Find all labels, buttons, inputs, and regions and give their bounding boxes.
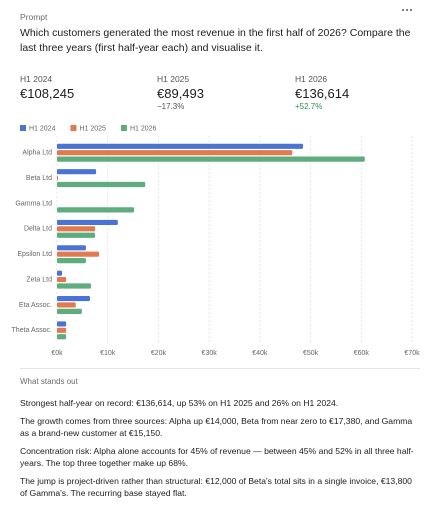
x-tick-label: €60k xyxy=(354,350,370,357)
y-tick-label: Beta Ltd xyxy=(26,175,52,182)
bar xyxy=(57,276,67,283)
bar xyxy=(57,226,96,232)
y-tick-label: Zeta Ltd xyxy=(26,276,52,283)
x-tick-label: €30k xyxy=(202,350,218,357)
bar xyxy=(57,245,86,251)
bar xyxy=(57,257,86,264)
bar xyxy=(57,295,90,302)
more-menu[interactable] xyxy=(400,6,414,14)
chart: H1 2024 H1 2025 H1 2026 €0k €10k €20k €30k €40k… xyxy=(12,125,420,357)
y-tick-label: Delta Ltd xyxy=(24,226,52,233)
x-tick-label: €10k xyxy=(100,350,116,357)
bar xyxy=(57,251,100,257)
prompt-label: Prompt xyxy=(20,12,48,22)
y-tick-label: Gamma Ltd xyxy=(15,200,52,207)
kpi-label: H1 2024 xyxy=(20,74,53,84)
legend-label: H1 2024 xyxy=(29,125,56,132)
bar xyxy=(57,150,293,156)
kpi-change: −17.3% xyxy=(157,102,185,111)
legend-label: H1 2026 xyxy=(130,125,157,132)
insight-paragraph: Concentration risk: Alpha alone accounts… xyxy=(20,446,414,468)
bar xyxy=(57,156,365,162)
x-tick-label: €50k xyxy=(303,350,319,357)
legend-swatch xyxy=(70,125,77,131)
x-tick-label: €20k xyxy=(151,350,167,357)
bar xyxy=(57,143,303,149)
insights: What stands out Strongest half-year on r… xyxy=(20,376,420,505)
legend-label: H1 2025 xyxy=(79,125,106,132)
bar xyxy=(57,327,67,333)
kpi-label: H1 2025 xyxy=(157,74,190,84)
insight-paragraph: Strongest half-year on record: €136,614,… xyxy=(20,398,339,408)
bar xyxy=(57,207,135,213)
insight-paragraph: The jump is project-driven rather than s… xyxy=(20,476,412,498)
kpi-change: +52.7% xyxy=(295,102,323,111)
bar xyxy=(57,175,59,181)
bar xyxy=(57,181,146,188)
kpi: H1 2026 €136,614 +52.7% xyxy=(295,74,349,111)
bar xyxy=(57,334,67,340)
bar xyxy=(57,219,118,226)
bar xyxy=(57,232,96,238)
bar xyxy=(57,270,63,276)
bar xyxy=(57,302,76,308)
x-tick-label: €0k xyxy=(51,350,63,357)
kpi-label: H1 2026 xyxy=(295,74,328,84)
x-tick-label: €70k xyxy=(404,350,420,357)
bar xyxy=(57,308,82,314)
kpi: H1 2024 €108,245 xyxy=(20,74,74,101)
insight-paragraph: The growth comes from three sources: Alp… xyxy=(20,416,413,438)
kpi-value: €136,614 xyxy=(295,86,350,101)
y-tick-label: Theta Assoc. xyxy=(12,327,53,334)
kpi-value: €108,245 xyxy=(20,86,75,101)
legend-swatch xyxy=(120,125,127,131)
y-tick-label: Epsilon Ltd xyxy=(17,251,52,258)
kpi: H1 2025 €89,493 −17.3% xyxy=(157,74,204,111)
bar xyxy=(57,321,67,327)
bar xyxy=(57,283,91,289)
kpi-value: €89,493 xyxy=(157,86,204,101)
y-tick-label: Eta Assoc. xyxy=(19,302,52,309)
insights-title: What stands out xyxy=(20,377,78,386)
bar xyxy=(57,169,97,175)
x-tick-label: €40k xyxy=(252,350,268,357)
divider xyxy=(20,368,420,369)
legend-swatch xyxy=(20,125,26,131)
y-tick-label: Alpha Ltd xyxy=(22,150,52,157)
prompt-text: Which customers generated the most reven… xyxy=(20,27,411,54)
